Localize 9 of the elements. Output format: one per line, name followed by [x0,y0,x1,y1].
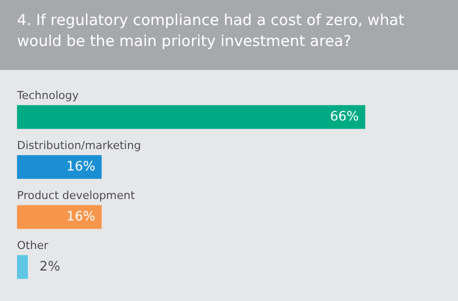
y-tick-label: Technology [16,88,80,102]
data-label: 16% [66,209,96,224]
y-tick-label: Distribution/marketing [17,138,141,152]
y-tick-label: Other [17,238,49,252]
y-tick-label: Product development [17,188,136,202]
data-label: 16% [66,159,96,174]
data-label: 2% [40,259,60,274]
data-label: 66% [330,109,359,124]
chart-title: 4. If regulatory compliance had a cost of zero, what would be the main priority investment area? [0,0,458,70]
